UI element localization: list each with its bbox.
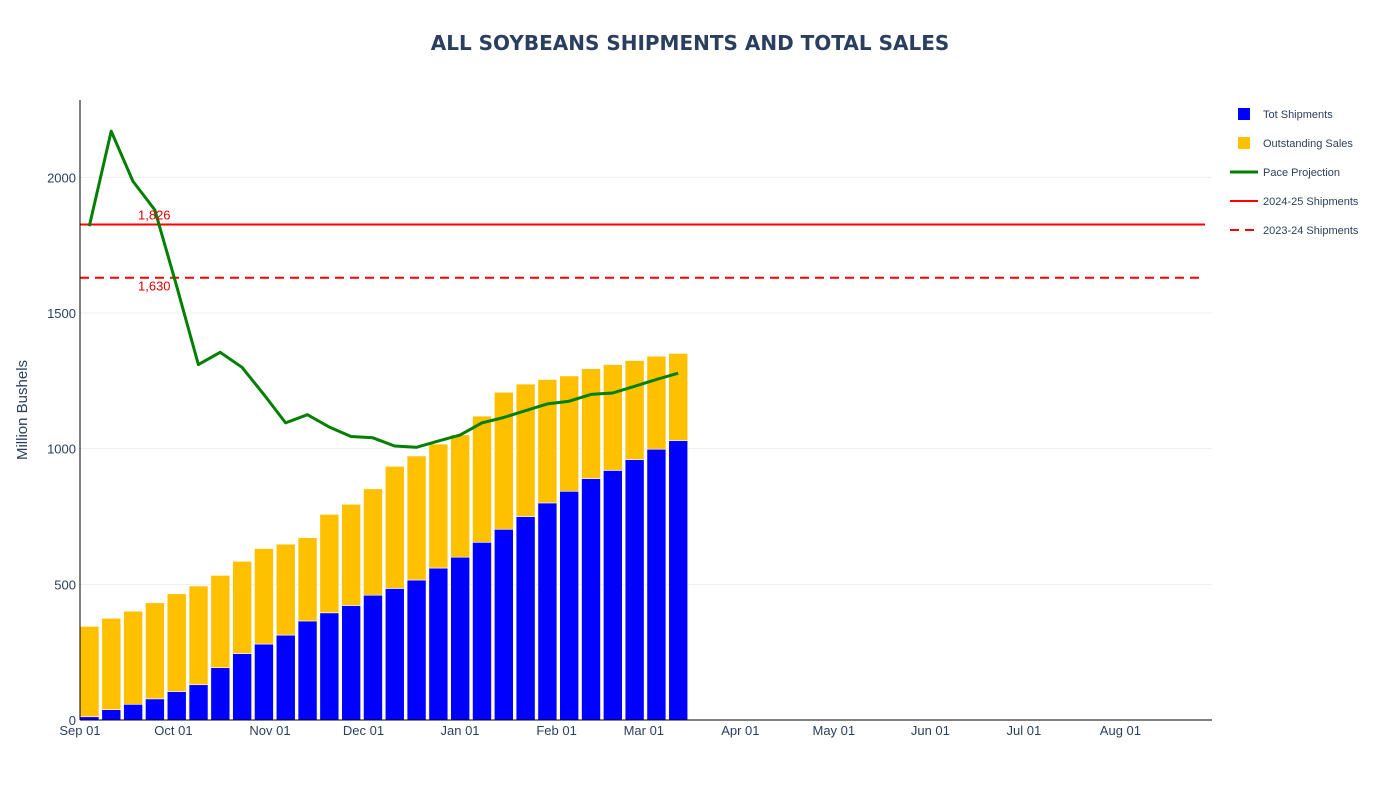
bar-tot-shipments: [472, 541, 492, 721]
bar-outstanding-sales: [406, 455, 427, 581]
bar-tot-shipments: [384, 588, 405, 721]
bar-outstanding-sales: [428, 443, 449, 569]
bar-outstanding-sales: [603, 364, 623, 471]
bar-tot-shipments: [275, 634, 296, 721]
bar-outstanding-sales: [254, 548, 274, 645]
bar-tot-shipments: [493, 528, 514, 721]
x-tick-label: Sep 01: [59, 723, 100, 738]
bar-tot-shipments: [559, 490, 580, 721]
pace-projection-line: [87, 129, 679, 449]
bar-outstanding-sales: [79, 626, 100, 718]
y-axis-title: Million Bushels: [14, 360, 31, 460]
bar-outstanding-sales: [668, 353, 689, 441]
bar-tot-shipments: [232, 653, 252, 721]
legend-label: 2023-24 Shipments: [1263, 225, 1359, 237]
bar-tot-shipments: [646, 448, 667, 721]
bar-outstanding-sales: [319, 514, 340, 614]
bar-outstanding-sales: [450, 434, 470, 558]
bar-tot-shipments: [210, 667, 231, 721]
legend-label: Outstanding Sales: [1263, 138, 1353, 150]
legend-label: 2024-25 Shipments: [1263, 196, 1359, 208]
bar-tot-shipments: [428, 567, 449, 721]
bar-tot-shipments: [581, 478, 601, 721]
chart-title: ALL SOYBEANS SHIPMENTS AND TOTAL SALES: [431, 31, 950, 55]
annotation-label: 1,826: [138, 208, 171, 223]
bar-outstanding-sales: [297, 537, 318, 622]
bar-outstanding-sales: [101, 617, 122, 710]
legend-swatch: [1238, 137, 1250, 149]
bar-outstanding-sales: [188, 585, 209, 686]
bar-tot-shipments: [341, 605, 361, 721]
bar-tot-shipments: [254, 643, 274, 721]
bar-outstanding-sales: [581, 368, 601, 479]
bar-outstanding-sales: [559, 375, 580, 492]
x-tick-label: Jun 01: [911, 723, 950, 738]
annotation-label: 1,630: [138, 279, 171, 294]
bar-outstanding-sales: [275, 543, 296, 636]
x-tick-label: Apr 01: [721, 723, 759, 738]
bar-outstanding-sales: [472, 415, 492, 543]
legend-label: Tot Shipments: [1263, 109, 1333, 121]
legend: Tot Shipments Outstanding Sales Pace Proje…: [1230, 108, 1359, 237]
bar-outstanding-sales: [537, 379, 558, 504]
legend-label: Pace Projection: [1263, 167, 1340, 179]
bar-tot-shipments: [603, 470, 623, 721]
bar-tot-shipments: [123, 703, 143, 721]
bar-tot-shipments: [363, 594, 383, 721]
bar-outstanding-sales: [341, 503, 361, 606]
bars-layer: [79, 353, 689, 721]
bar-tot-shipments: [624, 459, 645, 721]
x-tick-label: Oct 01: [154, 723, 192, 738]
x-tick-label: May 01: [813, 723, 856, 738]
x-tick-label: Mar 01: [624, 723, 664, 738]
bar-tot-shipments: [166, 691, 187, 721]
y-tick-label: 500: [54, 577, 76, 592]
bar-tot-shipments: [297, 620, 318, 721]
bar-tot-shipments: [515, 516, 536, 721]
bar-tot-shipments: [101, 709, 122, 721]
y-tick-label: 1500: [47, 306, 76, 321]
legend-swatch: [1238, 108, 1250, 120]
grid-layer: [80, 176, 1212, 585]
bar-outstanding-sales: [515, 383, 536, 517]
x-tick-label: Aug 01: [1100, 723, 1141, 738]
bar-outstanding-sales: [384, 466, 405, 589]
bar-tot-shipments: [406, 579, 427, 721]
bar-outstanding-sales: [646, 355, 667, 450]
x-tick-label: Feb 01: [536, 723, 576, 738]
x-tick-label: Nov 01: [249, 723, 290, 738]
x-tick-label: Dec 01: [343, 723, 384, 738]
bar-tot-shipments: [668, 440, 689, 721]
bar-outstanding-sales: [363, 488, 383, 596]
bar-tot-shipments: [145, 698, 165, 721]
x-tick-label: Jul 01: [1006, 723, 1041, 738]
y-tick-label: 1000: [47, 442, 76, 457]
bar-outstanding-sales: [624, 360, 645, 460]
bar-outstanding-sales: [145, 602, 165, 700]
axes-layer: 0 500 1000 1500 2000 Sep 01 Oct 01 Nov 01 Dec 01…: [47, 100, 1212, 738]
y-tick-label: 0: [69, 713, 76, 728]
bar-tot-shipments: [450, 556, 470, 721]
bar-outstanding-sales: [210, 575, 231, 668]
bar-outstanding-sales: [166, 593, 187, 692]
y-tick-label: 2000: [47, 170, 76, 185]
bar-outstanding-sales: [232, 560, 252, 654]
annotation-layer: 1,826 1,630: [138, 208, 171, 294]
bar-tot-shipments: [537, 502, 558, 721]
bar-outstanding-sales: [493, 391, 514, 530]
bar-tot-shipments: [319, 612, 340, 721]
lines-layer: [80, 129, 1205, 449]
x-tick-label: Jan 01: [441, 723, 480, 738]
bar-outstanding-sales: [123, 610, 143, 705]
bar-tot-shipments: [188, 684, 209, 721]
